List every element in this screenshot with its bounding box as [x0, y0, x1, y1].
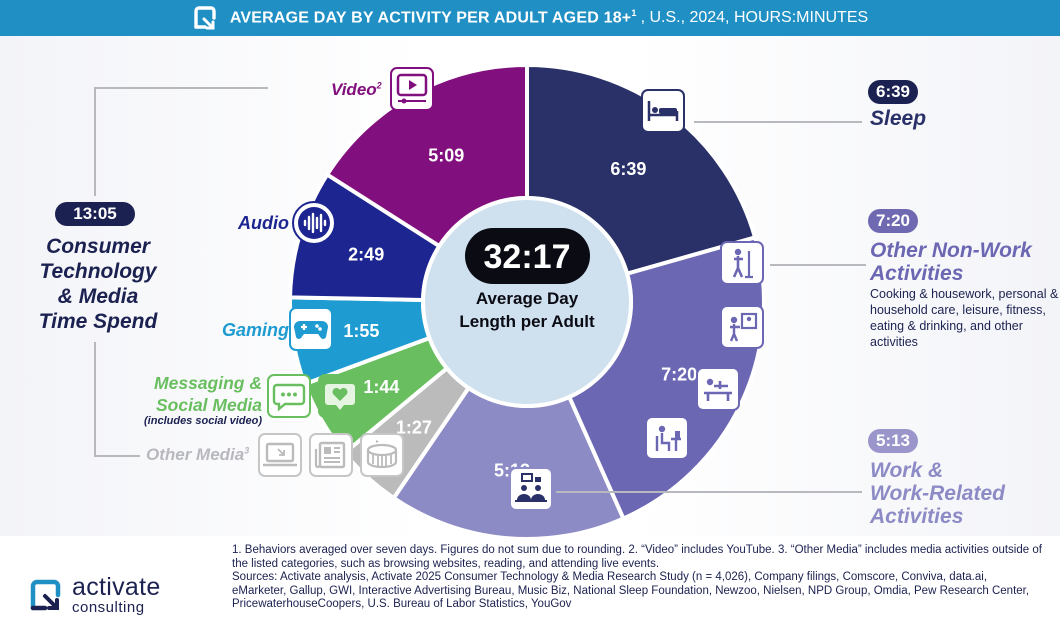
video-label: Video2 [331, 80, 382, 99]
brand-sub: consulting [72, 599, 145, 616]
stadium-icon [366, 440, 398, 469]
nonwork-label: Other Non-Work Activities [870, 239, 1032, 285]
nonwork-icon-box-2 [720, 305, 764, 349]
sleep-icon-box [641, 89, 685, 133]
footnote-notes: 1. Behaviors averaged over seven days. F… [232, 544, 1042, 570]
chart-subtitle: , U.S., 2024, HOURS:MINUTES [640, 9, 869, 26]
game-controller-icon [294, 321, 328, 339]
brand-logo: activate consulting [28, 575, 161, 615]
bed-icon [647, 101, 679, 121]
housework-icon [732, 248, 753, 279]
footnotes: 1. Behaviors averaged over seven days. F… [232, 544, 1042, 612]
desk-icon [655, 425, 681, 451]
slice-label-nonwork: 7:20 [661, 364, 697, 384]
work-icon-box [509, 467, 553, 511]
laptop-icon [263, 442, 297, 467]
footnote-sources: Sources: Activate analysis, Activate 202… [232, 571, 1030, 610]
gaming-icon-box [289, 307, 333, 351]
slice-label-gaming: 1:55 [343, 321, 379, 341]
nonwork-icon-box-4 [645, 416, 689, 460]
nonwork-icon-box-1 [720, 241, 764, 285]
work-label: Work & Work-Related Activities [870, 459, 1005, 528]
chart-title: AVERAGE DAY BY ACTIVITY PER ADULT AGED 1… [229, 8, 637, 27]
audio-icon-box [292, 201, 336, 245]
activate-logo-icon [30, 579, 61, 611]
gaming-label: Gaming [222, 320, 290, 340]
consumer-tech-label: Consumer Technology & Media Time Spend [38, 235, 158, 333]
messaging-label: Messaging & Social Media [154, 373, 262, 415]
slice-label-messaging: 1:44 [363, 377, 399, 397]
nonwork-value: 7:20 [868, 209, 918, 233]
connector-lines [94, 87, 866, 493]
other-media-icon-box-3 [360, 433, 404, 477]
audio-label: Audio [238, 213, 289, 233]
meeting-icon [515, 473, 547, 502]
newspaper-icon [314, 441, 346, 469]
slice-label-sleep: 6:39 [610, 159, 646, 179]
video-icon-box [390, 67, 434, 111]
brand-name: activate [72, 573, 161, 601]
other-media-label: Other Media3 [146, 445, 250, 464]
chat-bubble-icon [272, 383, 306, 412]
center-caption-2: Length per Adult [459, 312, 595, 331]
center-caption-1: Average Day [476, 289, 579, 308]
consumer-bracket [94, 87, 268, 457]
activate-logo-icon [194, 6, 216, 30]
slice-label-other_media: 1:27 [396, 417, 432, 437]
work-value: 5:13 [868, 429, 918, 453]
slice-label-video: 5:09 [428, 146, 464, 166]
sleep-label: Sleep [870, 107, 927, 130]
header-bar: AVERAGE DAY BY ACTIVITY PER ADULT AGED 1… [0, 0, 1060, 36]
consumer-tech-total: 13:05 [55, 202, 135, 226]
care-icon [729, 312, 758, 342]
nonwork-description: Cooking & housework, personal & househol… [870, 287, 1059, 349]
other-media-icon-box-1 [258, 433, 302, 477]
video-player-icon [396, 73, 428, 104]
center-total: 32:17 [484, 238, 571, 276]
messaging-icon-box-1 [267, 374, 311, 418]
messaging-note: (includes social video) [144, 415, 262, 427]
other-media-icon-box-2 [309, 433, 353, 477]
fitness-icon [704, 378, 732, 401]
messaging-icon-box-2 [318, 374, 362, 418]
center-total-pill [465, 228, 590, 284]
sleep-value: 6:39 [868, 80, 918, 104]
nonwork-icon-box-3 [696, 367, 740, 411]
pie-slices [288, 62, 766, 541]
slice-label-audio: 2:49 [348, 244, 384, 264]
sound-wave-icon [298, 207, 330, 239]
heart-bubble-icon [325, 384, 355, 410]
